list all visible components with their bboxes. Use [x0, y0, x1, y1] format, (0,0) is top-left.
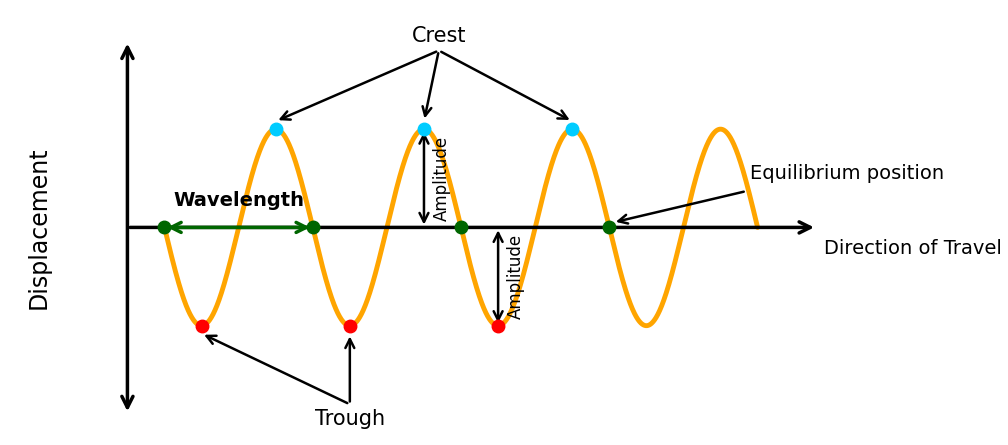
Text: Amplitude: Amplitude [507, 234, 525, 319]
Text: Direction of Travel: Direction of Travel [825, 239, 1002, 258]
Text: Equilibrium position: Equilibrium position [750, 164, 944, 183]
Text: Trough: Trough [314, 409, 385, 429]
Text: Amplitude: Amplitude [432, 136, 451, 221]
Text: Wavelength: Wavelength [173, 191, 304, 210]
Text: Crest: Crest [411, 26, 466, 45]
Text: Displacement: Displacement [26, 146, 50, 309]
